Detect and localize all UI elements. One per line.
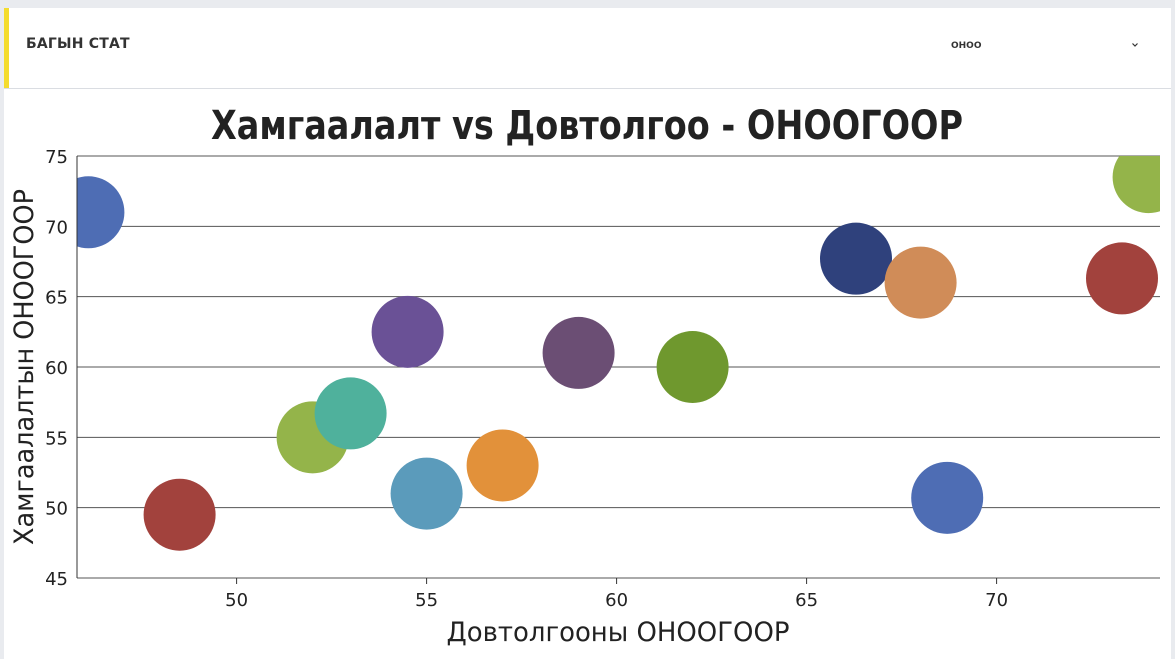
x-tick-label: 60: [605, 590, 628, 611]
data-point[interactable]: [390, 457, 463, 530]
y-tick-label: 60: [45, 358, 68, 379]
x-axis-label: Довтолгооны ОНООГООР: [447, 617, 790, 648]
y-tick-label: 75: [45, 147, 68, 168]
data-point[interactable]: [314, 377, 387, 450]
data-point[interactable]: [143, 478, 216, 551]
stat-select[interactable]: ОНОО: [944, 34, 1144, 62]
chart-title: Хамгаалалт vs Довтолгоо - ОНООГООР: [211, 103, 963, 149]
stat-select-value: ОНОО: [951, 41, 982, 51]
data-point[interactable]: [656, 331, 729, 403]
accent-bar: [4, 8, 9, 88]
data-point[interactable]: [52, 176, 125, 249]
data-point[interactable]: [466, 429, 539, 502]
gridlines: [77, 155, 1160, 579]
data-point[interactable]: [911, 461, 984, 534]
panel-header: БАГЫН СТАТ ОНОО: [4, 8, 1171, 89]
y-axis-label: Хамгаалалтын ОНООГООР: [9, 189, 40, 545]
stats-panel: БАГЫН СТАТ ОНОО: [4, 8, 1171, 659]
y-tick-label: 65: [45, 288, 68, 309]
x-tick-label: 65: [795, 590, 818, 611]
y-tick-label: 50: [45, 499, 68, 520]
y-tick-label: 55: [45, 428, 68, 449]
data-point[interactable]: [820, 222, 892, 295]
x-tick-label: 55: [415, 590, 438, 611]
data-point[interactable]: [1086, 242, 1158, 315]
axes: 45 50 55 60 65 70 75 50 55 60 65 70: [45, 147, 1008, 611]
page-title: БАГЫН СТАТ: [26, 36, 130, 52]
y-tick-label: 45: [45, 569, 68, 590]
x-tick-label: 50: [225, 590, 248, 611]
data-point[interactable]: [542, 316, 615, 389]
data-point[interactable]: [1112, 141, 1175, 214]
data-point[interactable]: [884, 246, 957, 319]
x-tick-label: 70: [985, 590, 1008, 611]
data-point[interactable]: [371, 295, 444, 368]
y-tick-label: 70: [45, 217, 68, 238]
data-points: [52, 141, 1175, 551]
chevron-down-icon: [1132, 43, 1138, 47]
